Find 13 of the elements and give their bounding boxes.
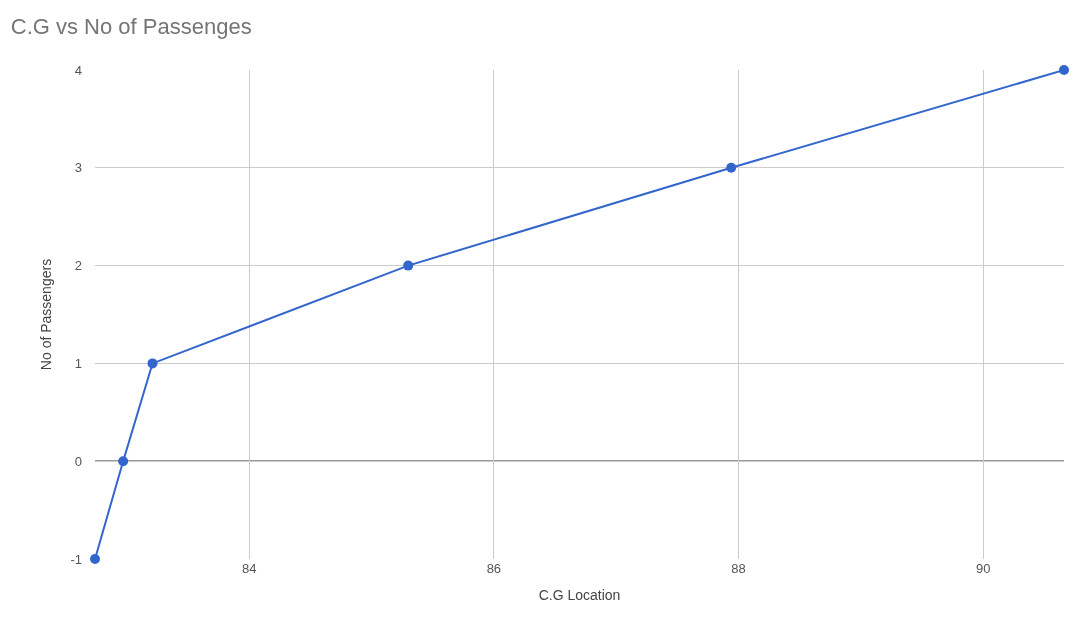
x-tick-label: 88 (731, 561, 746, 576)
y-tick-label: 2 (74, 258, 82, 274)
y-axis-title: No of Passengers (38, 258, 55, 371)
x-tick-label: 90 (976, 561, 991, 576)
x-tick-label: 84 (241, 561, 257, 576)
y-tick-label: 3 (74, 160, 82, 176)
y-tick-label: -1 (70, 551, 82, 567)
y-tick-label: 0 (74, 453, 82, 469)
y-tick-label: 4 (74, 62, 82, 78)
x-axis-title: C.G Location (538, 587, 621, 604)
chart-title: C.G vs No of Passenges (10, 14, 252, 40)
x-tick-label: 86 (486, 561, 502, 576)
y-tick-label: 1 (74, 355, 82, 371)
